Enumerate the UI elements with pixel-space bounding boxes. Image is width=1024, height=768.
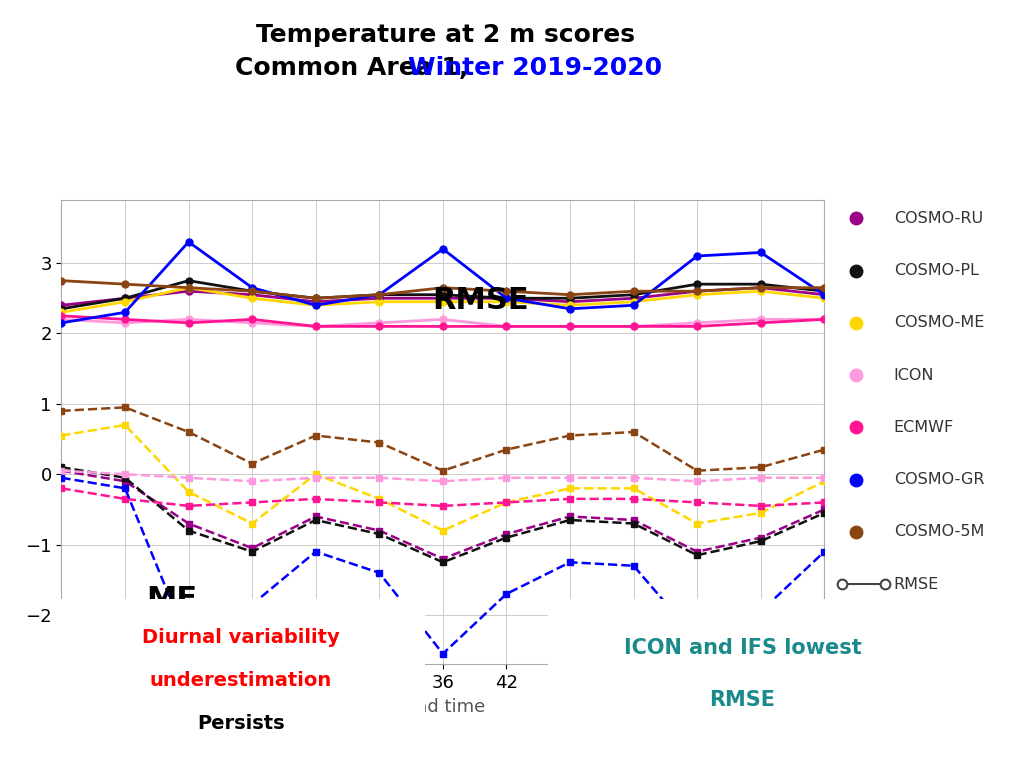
Text: underestimation: underestimation [150, 671, 332, 690]
Text: ME: ME [146, 585, 198, 614]
Text: COSMO-5M: COSMO-5M [894, 525, 984, 539]
Text: COSMO-ME: COSMO-ME [894, 316, 984, 330]
Text: Common Area 1, Winter 2019-2020: Common Area 1, Winter 2019-2020 [198, 55, 693, 80]
Text: RMSE: RMSE [432, 286, 529, 315]
Text: ICON and IFS lowest: ICON and IFS lowest [624, 638, 861, 658]
FancyBboxPatch shape [45, 596, 436, 756]
Text: COSMO-RU: COSMO-RU [894, 210, 983, 226]
Text: Diurnal variability: Diurnal variability [141, 628, 340, 647]
Text: ME: ME [894, 629, 918, 644]
Text: Temperature at 2 m scores: Temperature at 2 m scores [256, 22, 635, 47]
Text: RMSE: RMSE [894, 577, 939, 591]
Text: COSMO-PL: COSMO-PL [894, 263, 979, 278]
Text: COSMO-GR: COSMO-GR [894, 472, 984, 487]
Text: ECMWF: ECMWF [894, 420, 954, 435]
Text: Winter 2019-2020: Winter 2019-2020 [408, 55, 663, 80]
X-axis label: lead time: lead time [400, 697, 485, 716]
Text: RMSE: RMSE [710, 690, 775, 710]
Text: ICON: ICON [894, 368, 934, 382]
FancyBboxPatch shape [537, 596, 948, 756]
Text: Common Area 1,: Common Area 1, [234, 55, 477, 80]
Text: Persists: Persists [197, 714, 285, 733]
